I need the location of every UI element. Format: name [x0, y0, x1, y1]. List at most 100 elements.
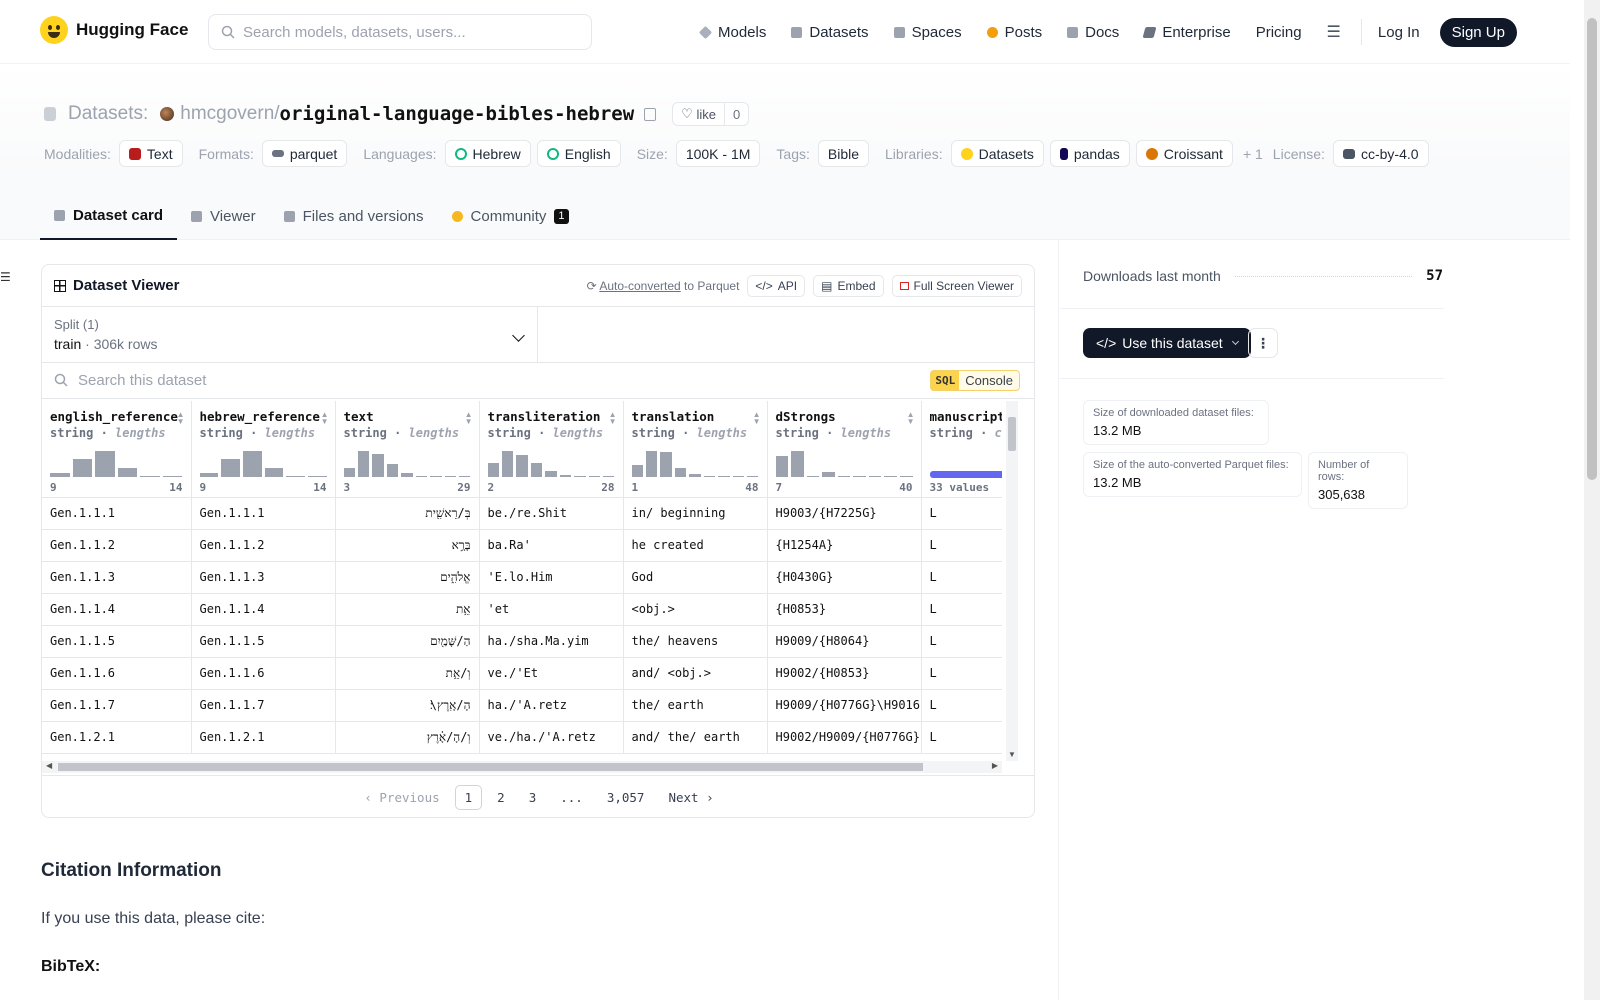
table-cell[interactable]: Gen.1.1.5 [191, 625, 336, 658]
histogram-bar[interactable] [559, 474, 572, 477]
tag-license[interactable]: cc-by-4.0 [1332, 140, 1429, 167]
sort-icon[interactable]: ▲ ▼ [906, 410, 915, 426]
histogram-bar[interactable] [718, 475, 730, 477]
tag-pandas[interactable]: pandas [1049, 140, 1130, 167]
histogram-bar[interactable] [703, 475, 716, 477]
table-row[interactable]: Gen.1.1.2 Gen.1.1.2 בָּרָ֣א ba.Ra' he create… [42, 529, 1002, 562]
table-cell[interactable]: 'E.lo.Him [479, 561, 624, 594]
table-cell[interactable]: אֱלֹהִ֑ים [335, 561, 480, 594]
login-button[interactable]: Log In [1377, 23, 1420, 41]
histogram-bar[interactable] [775, 456, 789, 477]
histogram-bar[interactable] [415, 475, 428, 477]
histogram-bar[interactable] [487, 462, 499, 477]
histogram-bar[interactable] [747, 475, 759, 477]
data-table-wrapper[interactable]: english_reference string · lengths ▲ ▼ 9 14 he… [42, 401, 1002, 761]
table-cell[interactable]: he created [623, 529, 768, 562]
table-cell[interactable]: ha./sha.Ma.yim [479, 625, 624, 658]
histogram-bar[interactable] [530, 462, 543, 477]
histogram-bar[interactable] [660, 452, 672, 477]
window-scrollbar[interactable] [1584, 0, 1600, 1000]
column-header[interactable]: hebrew_reference string · lengths ▲ ▼ 9 14 [191, 401, 336, 498]
histogram-bar[interactable] [459, 475, 471, 477]
histogram-bar[interactable] [343, 467, 355, 477]
table-cell[interactable]: God [623, 561, 768, 594]
tag-size[interactable]: 100K - 1M [675, 140, 761, 167]
table-cell[interactable]: Gen.1.2.1 [191, 721, 336, 754]
tab-dataset-card[interactable]: Dataset card [40, 192, 178, 240]
table-row[interactable]: Gen.1.1.3 Gen.1.1.3 אֱלֹהִ֑ים 'E.lo.Him God{… [42, 561, 1002, 594]
table-cell[interactable]: בְּ/רֵאשִׁ֖ית [335, 497, 480, 530]
table-cell[interactable]: 'et [479, 593, 624, 626]
table-cell[interactable]: Gen.1.1.4 [42, 593, 192, 626]
histogram-bar[interactable] [430, 475, 442, 477]
histogram-bar[interactable] [386, 464, 399, 477]
scroll-left-icon[interactable]: ◀ [46, 761, 53, 770]
nav-models[interactable]: Models [698, 24, 766, 41]
table-cell[interactable]: Gen.1.1.4 [191, 593, 336, 626]
histogram-bar[interactable] [50, 473, 70, 477]
histogram-bar[interactable] [307, 475, 327, 477]
table-cell[interactable]: Gen.1.1.1 [191, 497, 336, 530]
table-cell[interactable]: L [921, 625, 1002, 658]
histogram-bar[interactable] [822, 471, 835, 477]
histogram-bar[interactable] [242, 451, 262, 477]
table-cell[interactable]: the/ heavens [623, 625, 768, 658]
histogram-bar[interactable] [884, 475, 897, 477]
table-cell[interactable]: be./re.Shit [479, 497, 624, 530]
nav-datasets[interactable]: Datasets [791, 24, 869, 41]
more-libraries[interactable]: + 1 [1242, 145, 1263, 162]
nav-posts[interactable]: Posts [986, 24, 1042, 41]
histogram-bar[interactable] [221, 458, 240, 477]
histogram-bar[interactable] [603, 475, 615, 477]
histogram-bar[interactable] [501, 451, 514, 477]
more-options-icon[interactable]: ⋮ [1248, 328, 1278, 358]
histogram-bar[interactable] [545, 470, 557, 477]
table-cell[interactable]: H9003/{H7225G} [767, 497, 922, 530]
histogram-bar[interactable] [140, 475, 160, 477]
table-cell[interactable]: L [921, 561, 1002, 594]
histogram-bar[interactable] [199, 473, 219, 477]
histogram-bar[interactable] [162, 475, 183, 477]
table-cell[interactable]: Gen.1.1.2 [42, 529, 192, 562]
tab-viewer[interactable]: Viewer [177, 192, 270, 240]
signup-button[interactable]: Sign Up [1439, 17, 1517, 47]
table-cell[interactable]: H9009/{H8064} [767, 625, 922, 658]
table-cell[interactable]: L [921, 657, 1002, 690]
histogram-bar[interactable] [72, 458, 93, 477]
table-row[interactable]: Gen.1.1.5 Gen.1.1.5 הַ/שָּׁמַ֖יִם ha./sha.M… [42, 625, 1002, 658]
histogram-bar[interactable] [401, 473, 413, 477]
histogram-bar[interactable] [444, 475, 456, 477]
histogram-bar[interactable] [588, 475, 600, 477]
table-row[interactable]: Gen.1.1.6 Gen.1.1.6 וְ/אֵ֥ת ve./'Et and/ <ob… [42, 657, 1002, 690]
histogram-bar[interactable] [574, 475, 586, 477]
sort-icon[interactable]: ▲ ▼ [176, 410, 185, 426]
table-cell[interactable]: {H0853} [767, 593, 922, 626]
tag-parquet[interactable]: parquet [261, 140, 348, 167]
breadcrumb-owner[interactable]: hmcgovern [180, 103, 275, 124]
table-horizontal-scrollbar[interactable]: ◀ ▶ [42, 761, 1002, 773]
table-cell[interactable]: Gen.1.1.3 [191, 561, 336, 594]
classes-bar[interactable] [929, 471, 1002, 478]
histogram-bar[interactable] [286, 475, 305, 477]
use-dataset-button[interactable]: </> Use this dataset [1083, 328, 1251, 358]
page-1-button[interactable]: 1 [454, 785, 483, 810]
toc-toggle-icon[interactable]: ☰ [0, 270, 11, 284]
histogram-bar[interactable] [837, 475, 851, 477]
histogram-bar[interactable] [645, 451, 658, 477]
tag-text[interactable]: Text [118, 140, 183, 167]
dataset-search-input[interactable]: Search this dataset SQL Console [42, 363, 1034, 399]
breadcrumb-section[interactable]: Datasets: [68, 103, 149, 124]
table-vertical-scrollbar[interactable]: ▼ [1006, 401, 1018, 761]
auto-converted-link[interactable]: Auto-converted [599, 278, 681, 293]
table-cell[interactable]: the/ earth [623, 689, 768, 722]
full-screen-button[interactable]: Full Screen Viewer [891, 274, 1022, 297]
sort-icon[interactable]: ▲ ▼ [752, 410, 761, 426]
table-cell[interactable]: Gen.1.1.1 [42, 497, 192, 530]
column-header[interactable]: english_reference string · lengths ▲ ▼ 9 14 [42, 401, 192, 498]
tag-bible[interactable]: Bible [817, 140, 870, 167]
nav-docs[interactable]: Docs [1067, 24, 1119, 41]
table-cell[interactable]: Gen.1.1.3 [42, 561, 192, 594]
histogram-bar[interactable] [868, 475, 882, 477]
table-cell[interactable]: Gen.1.1.7 [191, 689, 336, 722]
split-selector[interactable]: Split (1) train · 306k rows [42, 307, 538, 362]
